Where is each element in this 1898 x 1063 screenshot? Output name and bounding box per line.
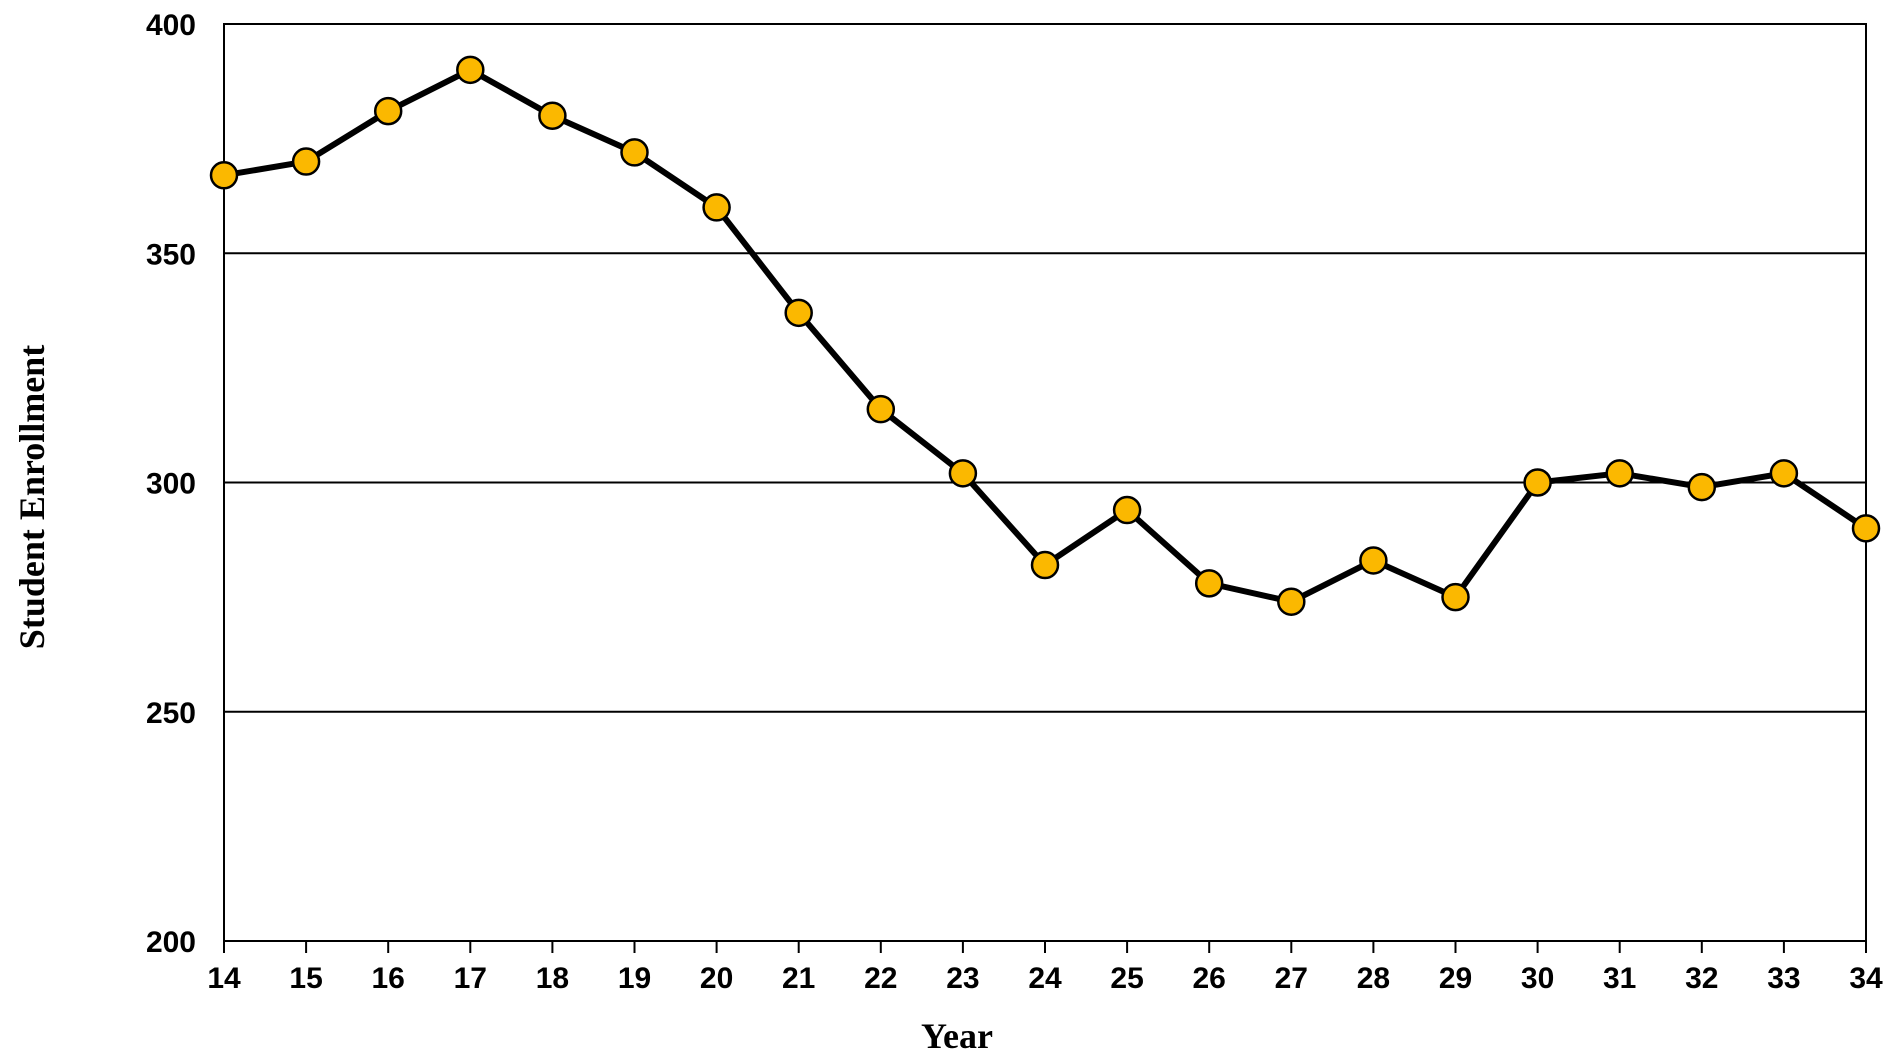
point [1359, 546, 1388, 575]
x-tick-label: 27 [1275, 962, 1308, 995]
point [1769, 459, 1799, 488]
point [1194, 569, 1224, 598]
x-tick-label: 30 [1521, 962, 1554, 995]
point [620, 138, 649, 167]
line [223, 66, 1868, 605]
x-tick-label: 29 [1439, 962, 1472, 995]
x-tick-label: 32 [1685, 962, 1718, 995]
point [1687, 472, 1717, 502]
x-tick-label: 25 [1110, 962, 1143, 995]
x-tick-label: 31 [1603, 962, 1636, 995]
point [1112, 495, 1142, 525]
point [784, 298, 813, 328]
point [456, 55, 485, 85]
point [1523, 468, 1552, 497]
x-tick-label: 17 [454, 962, 487, 995]
x-tick-label: 28 [1357, 962, 1390, 995]
x-axis-title: Year [921, 1016, 993, 1056]
x-tick-label: 23 [946, 962, 979, 995]
y-tick-label: 400 [146, 9, 196, 42]
y-axis-title: Student Enrollment [12, 345, 52, 649]
point [373, 96, 403, 126]
point [1605, 459, 1634, 488]
x-tick-label: 34 [1849, 962, 1883, 995]
point [209, 161, 239, 190]
x-tick-label: 20 [700, 962, 733, 995]
x-tick-label: 15 [289, 962, 322, 995]
point [1441, 582, 1470, 612]
x-tick-label: 18 [536, 962, 569, 995]
point [1277, 587, 1306, 616]
x-tick-label: 24 [1028, 962, 1062, 995]
point [1030, 550, 1060, 580]
x-tick-label: 26 [1193, 962, 1226, 995]
y-tick-label: 200 [146, 926, 196, 959]
point [702, 193, 731, 222]
point [291, 147, 321, 176]
x-tick-label: 33 [1767, 962, 1800, 995]
x-tick-label: 21 [782, 962, 815, 995]
point [1851, 514, 1881, 543]
point [948, 459, 978, 488]
x-tick-label: 16 [372, 962, 405, 995]
x-tick-label: 14 [207, 962, 241, 995]
x-tick-label: 22 [864, 962, 897, 995]
y-tick-label: 250 [146, 697, 196, 730]
point [538, 101, 567, 130]
x-tick-label: 19 [618, 962, 651, 995]
point [866, 394, 896, 424]
y-tick-label: 350 [146, 238, 196, 271]
y-tick-label: 300 [146, 468, 196, 501]
